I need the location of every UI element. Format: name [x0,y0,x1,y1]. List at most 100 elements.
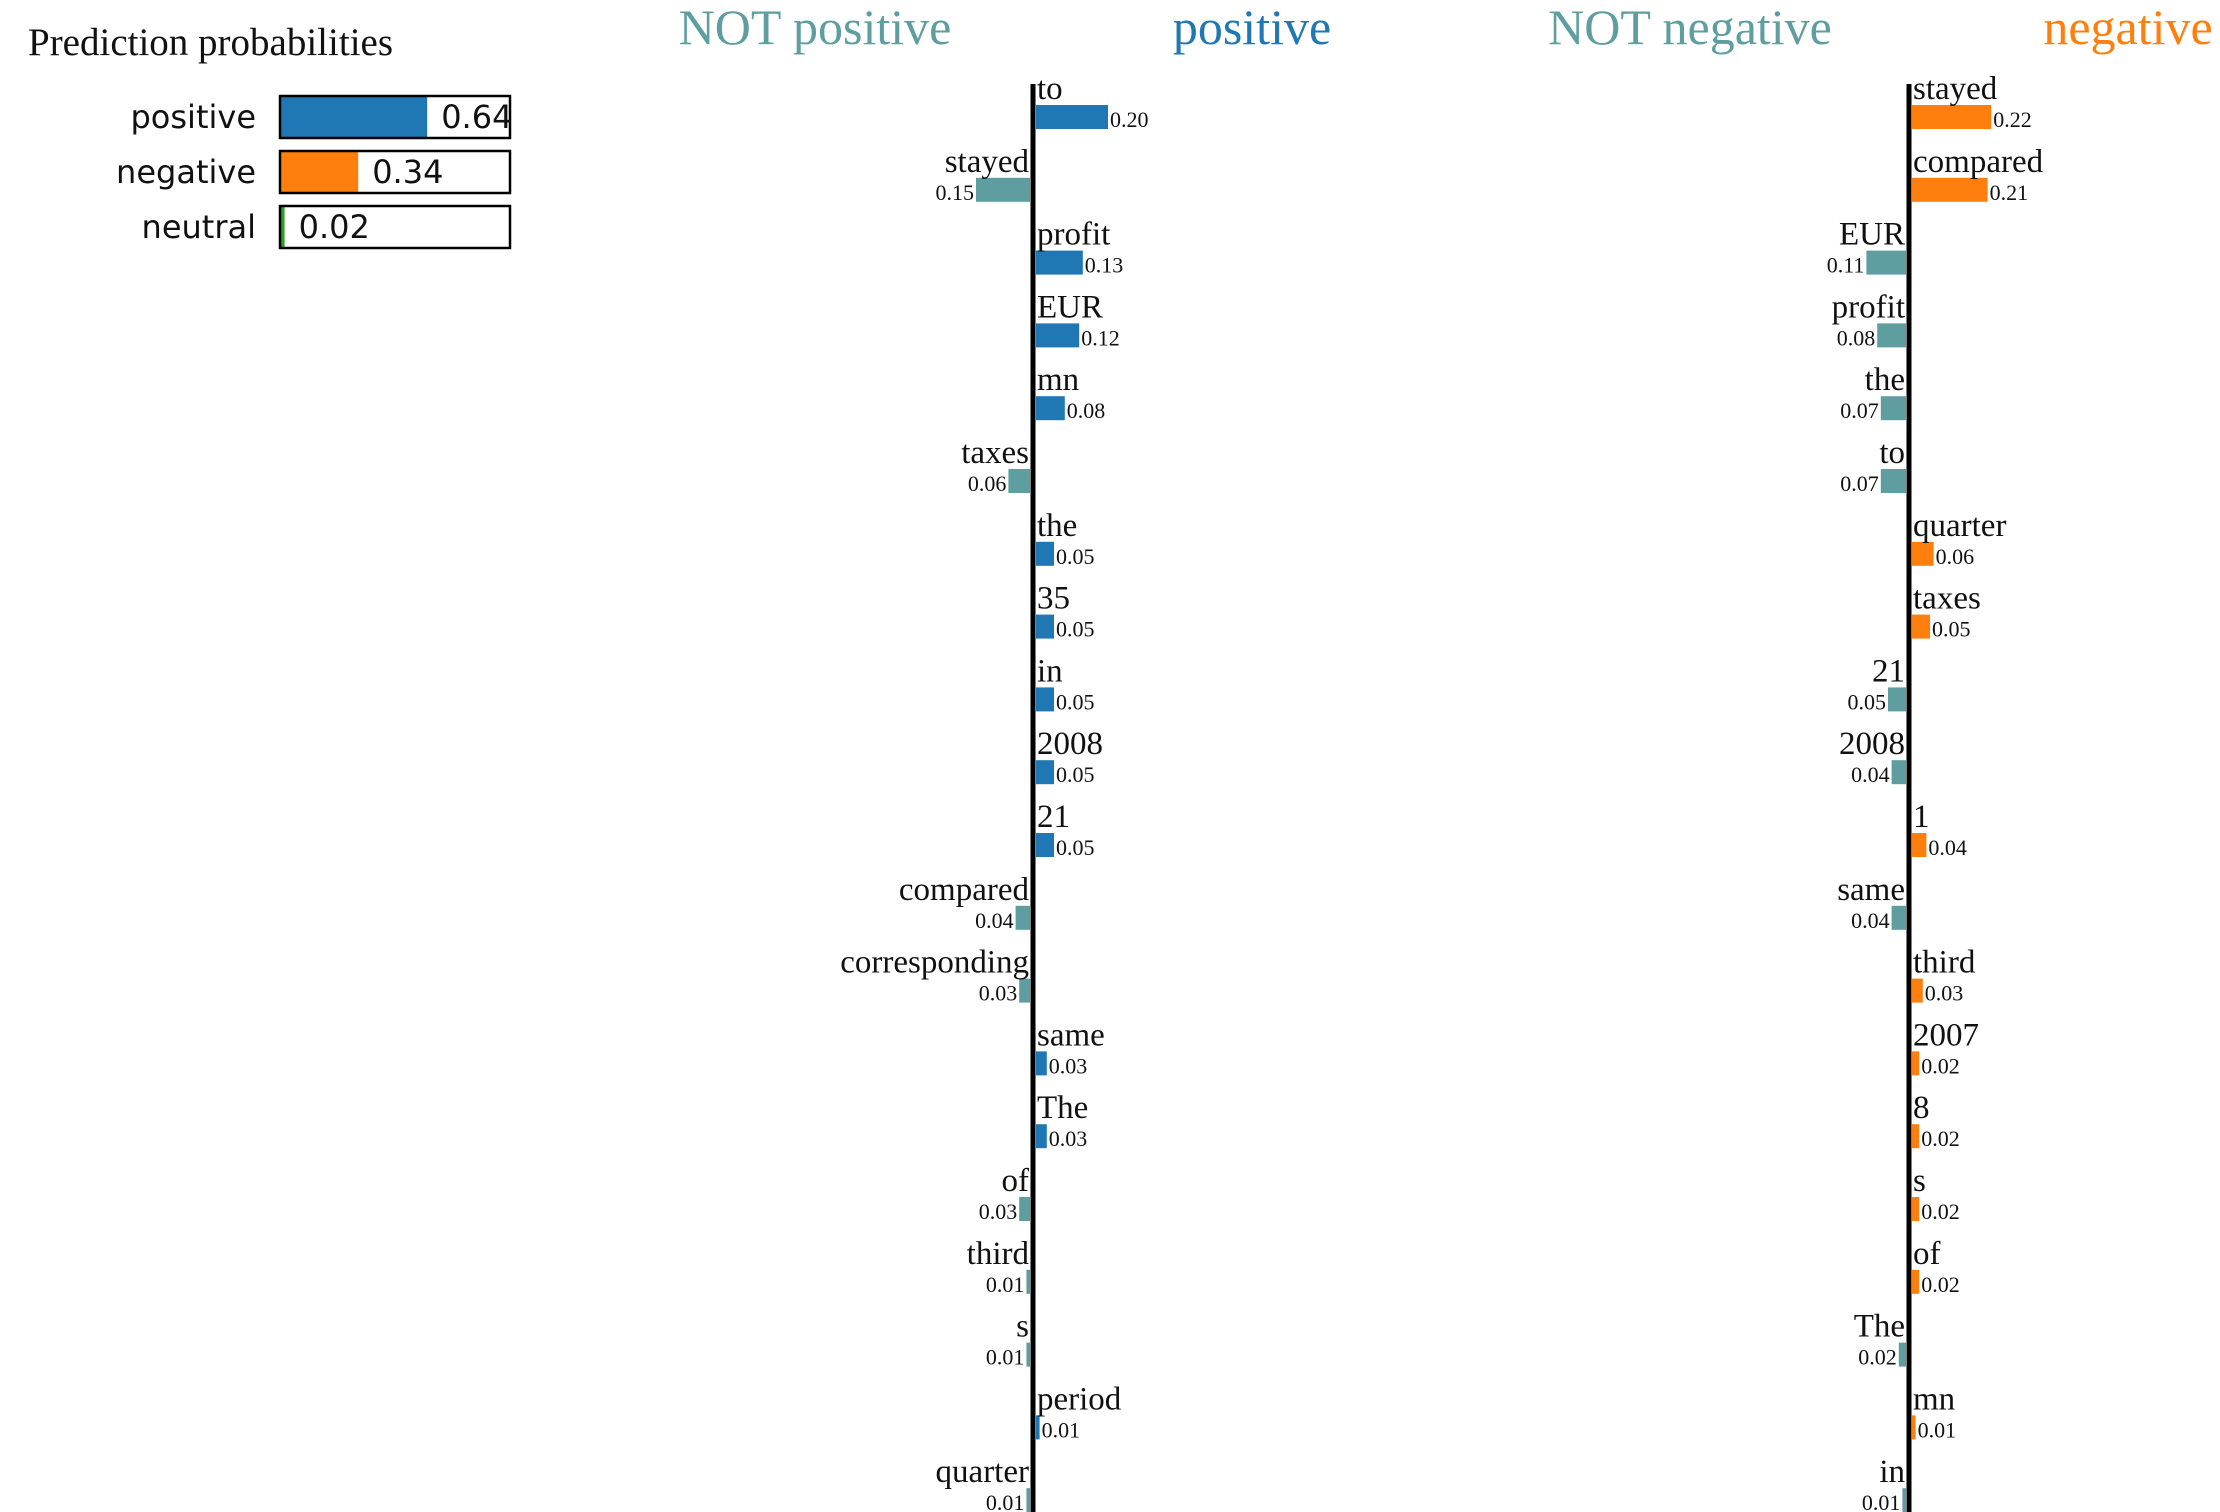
negative-feature-value-11: 0.04 [1851,908,1890,933]
negative-feature-word-4: the [1865,362,1905,398]
positive-feature-word-9: 2008 [1037,726,1103,762]
positive-feature-bar-6 [1036,541,1054,566]
negative-feature-value-4: 0.07 [1840,398,1879,423]
negative-feature-value-5: 0.07 [1840,471,1879,496]
positive-feature-bar-0 [1036,105,1108,129]
proba-value-negative: 0.34 [372,153,443,191]
negative-feature-value-17: 0.02 [1858,1345,1897,1370]
negative-feature-value-13: 0.02 [1921,1053,1960,1078]
negative-feature-bar-12 [1912,978,1923,1003]
negative-feature-word-10: 1 [1913,799,1930,835]
negative-feature-bar-11 [1891,905,1906,930]
negative-feature-word-13: 2007 [1913,1017,1979,1053]
positive-feature-word-7: 35 [1037,581,1070,617]
negative-feature-bar-19 [1902,1488,1906,1512]
negative-feature-value-6: 0.06 [1936,544,1975,569]
negative-feature-word-1: compared [1913,144,2044,180]
proba-label-positive: positive [130,98,256,136]
positive-feature-word-15: of [1002,1163,1030,1199]
negative-feature-word-3: profit [1832,289,1905,325]
positive-feature-bar-7 [1036,614,1054,639]
positive-feature-bar-18 [1036,1415,1040,1440]
negative-feature-word-9: 2008 [1839,726,1905,762]
positive-feature-value-15: 0.03 [979,1199,1018,1224]
negative-feature-bar-1 [1912,177,1988,202]
proba-value-positive: 0.64 [441,98,512,136]
positive-feature-bar-1 [976,177,1030,202]
negative-feature-bar-7 [1912,614,1930,639]
positive-feature-value-0: 0.20 [1110,107,1149,132]
positive-feature-value-9: 0.05 [1056,762,1095,787]
negative-feature-value-9: 0.04 [1851,762,1890,787]
negative-feature-value-16: 0.02 [1921,1272,1960,1297]
negative-feature-bar-2 [1866,250,1906,275]
positive-feature-word-5: taxes [961,435,1029,471]
positive-feature-value-13: 0.03 [1049,1053,1088,1078]
positive-feature-bar-13 [1036,1051,1047,1076]
positive-feature-value-6: 0.05 [1056,544,1095,569]
negative-feature-value-8: 0.05 [1848,689,1887,714]
prediction-probabilities-title: Prediction probabilities [28,21,393,64]
proba-value-neutral: 0.02 [299,208,370,246]
positive-feature-word-18: period [1037,1381,1122,1417]
positive-feature-value-8: 0.05 [1056,689,1095,714]
negative-feature-bar-6 [1912,541,1934,566]
positive-feature-bar-17 [1026,1342,1030,1367]
positive-feature-word-3: EUR [1037,289,1103,325]
positive-feature-word-12: corresponding [840,945,1029,981]
negative-feature-bar-3 [1877,323,1906,348]
negative-feature-word-19: in [1879,1454,1905,1490]
positive-feature-word-2: profit [1037,217,1110,253]
negative-feature-bar-9 [1891,760,1906,785]
negative-feature-word-17: The [1854,1309,1905,1345]
positive-feature-word-14: The [1037,1090,1088,1126]
negative-feature-word-5: to [1879,435,1905,471]
proba-bar-positive [280,96,428,138]
positive-feature-word-13: same [1037,1017,1105,1053]
positive-feature-word-16: third [967,1236,1030,1272]
positive-feature-word-1: stayed [945,144,1030,180]
positive-feature-bar-3 [1036,323,1080,348]
negative-feature-value-10: 0.04 [1928,835,1967,860]
positive-feature-bar-16 [1026,1269,1030,1294]
positive-feature-word-8: in [1037,653,1063,689]
positive-feature-value-14: 0.03 [1049,1126,1088,1151]
not-positive-header: NOT positive [679,0,952,55]
negative-feature-word-7: taxes [1913,581,1981,617]
positive-feature-bar-12 [1019,978,1030,1003]
positive-feature-value-10: 0.05 [1056,835,1095,860]
proba-label-negative: negative [116,153,256,191]
not-negative-header: NOT negative [1548,0,1832,55]
negative-feature-bar-13 [1912,1051,1920,1076]
positive-feature-value-16: 0.01 [986,1272,1025,1297]
negative-feature-value-12: 0.03 [1925,981,1964,1006]
negative-feature-value-19: 0.01 [1862,1490,1901,1512]
positive-feature-value-4: 0.08 [1067,398,1106,423]
positive-feature-value-7: 0.05 [1056,617,1095,642]
negative-feature-value-15: 0.02 [1921,1199,1960,1224]
positive-feature-word-4: mn [1037,362,1079,398]
positive-feature-value-3: 0.12 [1081,325,1120,350]
positive-feature-bar-8 [1036,687,1054,712]
positive-feature-value-18: 0.01 [1042,1417,1081,1442]
positive-feature-value-1: 0.15 [936,180,975,205]
positive-feature-bar-4 [1036,396,1065,421]
positive-header: positive [1173,0,1331,55]
negative-feature-word-18: mn [1913,1381,1955,1417]
proba-box-negative [278,149,512,195]
positive-feature-word-11: compared [899,872,1030,908]
positive-feature-word-19: quarter [936,1454,1029,1490]
positive-feature-bar-2 [1036,250,1083,275]
negative-feature-bar-4 [1880,396,1906,421]
negative-feature-bar-18 [1912,1415,1916,1440]
positive-feature-bar-19 [1026,1488,1030,1512]
negative-feature-value-18: 0.01 [1918,1417,1957,1442]
positive-feature-bar-11 [1015,905,1030,930]
negative-feature-word-16: of [1913,1236,1941,1272]
positive-feature-bar-5 [1008,469,1030,493]
negative-feature-word-0: stayed [1913,71,1998,107]
positive-feature-value-12: 0.03 [979,981,1018,1006]
positive-feature-value-5: 0.06 [968,471,1007,496]
positive-feature-value-19: 0.01 [986,1490,1025,1512]
